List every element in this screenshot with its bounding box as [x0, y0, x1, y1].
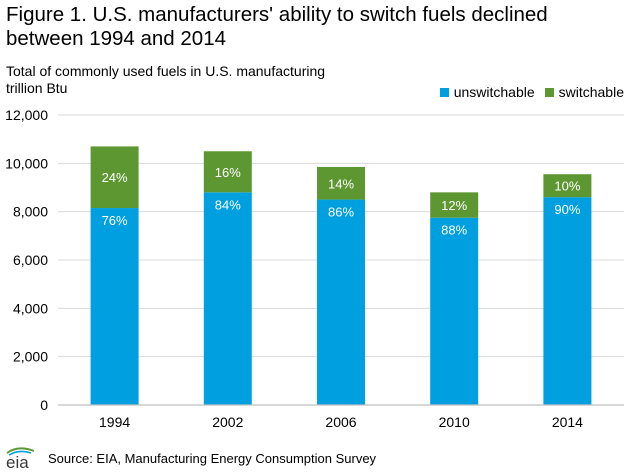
legend-swatch-unswitchable — [439, 87, 449, 97]
data-label-unswitchable: 86% — [328, 205, 354, 220]
legend-item-unswitchable: unswitchable — [439, 84, 535, 100]
chart-subtitle-line-1: Total of commonly used fuels in U.S. man… — [6, 63, 326, 79]
chart-subtitle: Total of commonly used fuels in U.S. man… — [6, 63, 325, 97]
data-label-switchable: 16% — [215, 165, 241, 180]
legend-swatch-switchable — [544, 87, 554, 97]
eia-logo-text: eia — [6, 453, 29, 470]
bar-unswitchable — [90, 208, 139, 405]
source-note: Source: EIA, Manufacturing Energy Consum… — [48, 450, 377, 466]
data-label-switchable: 12% — [441, 198, 467, 213]
data-label-unswitchable: 76% — [102, 213, 128, 228]
bar-switchable — [430, 192, 479, 218]
chart-title-line-1: Figure 1. U.S. manufacturers' ability to… — [6, 3, 548, 26]
data-label-switchable: 24% — [102, 170, 128, 185]
y-axis-unit-label: trillion Btu — [6, 80, 68, 96]
chart-title: Figure 1. U.S. manufacturers' ability to… — [6, 3, 626, 51]
bar-unswitchable — [543, 197, 592, 405]
bar-switchable — [317, 166, 365, 200]
bar-switchable — [203, 151, 252, 193]
bar-switchable — [543, 174, 592, 198]
data-label-switchable: 14% — [328, 176, 354, 191]
x-tick-label: 2002 — [212, 414, 243, 430]
x-tick-label: 2010 — [439, 414, 470, 430]
legend-label-switchable: switchable — [558, 84, 624, 100]
y-tick-label: 0 — [40, 397, 48, 413]
x-tick-label: 1994 — [99, 414, 130, 430]
legend-label-unswitchable: unswitchable — [453, 84, 535, 100]
chart-title-line-2: between 1994 and 2014 — [6, 27, 227, 50]
legend-item-switchable: switchable — [544, 84, 624, 100]
bar-switchable — [90, 146, 139, 209]
eia-logo: eia — [4, 446, 40, 470]
data-label-unswitchable: 88% — [441, 223, 467, 238]
chart-footer: eia Source: EIA, Manufacturing Energy Co… — [4, 446, 376, 470]
y-tick-label: 10,000 — [5, 155, 48, 171]
y-tick-label: 12,000 — [5, 107, 48, 123]
bar-unswitchable — [430, 217, 479, 405]
x-tick-label: 2006 — [325, 414, 356, 430]
y-tick-label: 8,000 — [13, 204, 48, 220]
x-tick-label: 2014 — [552, 414, 583, 430]
data-label-unswitchable: 90% — [554, 202, 580, 217]
y-tick-label: 2,000 — [13, 349, 48, 365]
eia-logo-icon: eia — [6, 447, 35, 470]
data-label-unswitchable: 84% — [215, 197, 241, 212]
y-tick-label: 4,000 — [13, 300, 48, 316]
y-tick-label: 6,000 — [13, 252, 48, 268]
data-label-switchable: 10% — [554, 179, 580, 194]
bar-unswitchable — [317, 199, 365, 405]
chart-legend: unswitchable switchable — [439, 84, 624, 100]
bar-unswitchable — [203, 192, 252, 405]
